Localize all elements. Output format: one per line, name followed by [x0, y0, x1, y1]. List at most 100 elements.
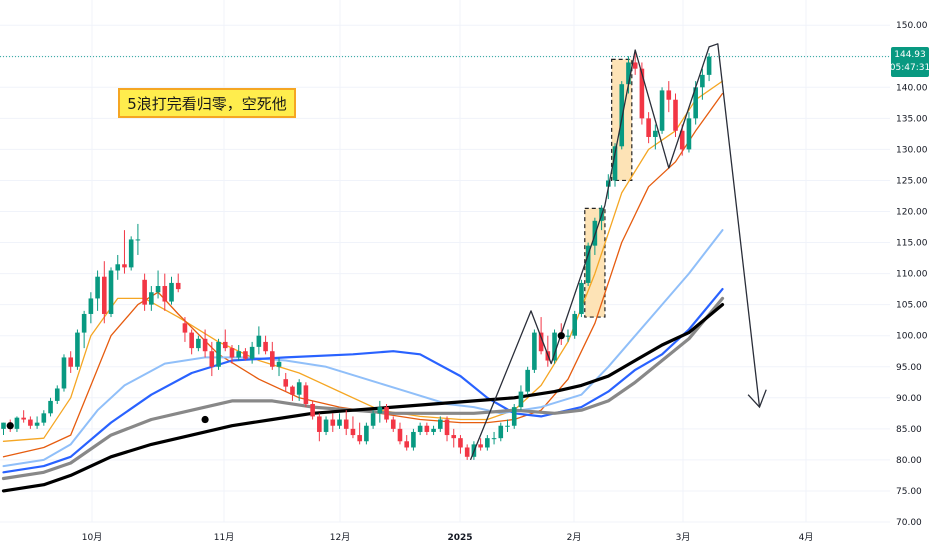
- candle-body: [666, 90, 672, 100]
- candle: [209, 341, 215, 377]
- candle: [155, 270, 161, 299]
- candle-body: [639, 68, 645, 119]
- candle: [411, 428, 416, 451]
- candle-body: [68, 357, 73, 367]
- candle: [128, 236, 134, 271]
- candle: [686, 112, 692, 153]
- candle-body: [572, 313, 577, 336]
- candle-body: [296, 382, 302, 395]
- candle: [142, 273, 147, 311]
- candle: [108, 267, 114, 318]
- candle: [122, 230, 127, 274]
- candle: [236, 345, 241, 361]
- candle-body: [222, 341, 228, 349]
- candle-body: [693, 87, 698, 119]
- candle-body: [565, 335, 571, 337]
- candle: [666, 81, 672, 113]
- candle-body: [323, 419, 329, 432]
- candle: [706, 53, 712, 82]
- candle-body: [229, 348, 235, 358]
- candle-body: [263, 341, 268, 352]
- candle: [21, 410, 26, 423]
- candle: [417, 422, 423, 436]
- candle-body: [612, 146, 618, 181]
- candle: [458, 435, 463, 454]
- candle: [370, 410, 376, 429]
- candle-body: [404, 441, 409, 448]
- candle: [585, 242, 591, 287]
- candle: [397, 422, 403, 445]
- candle-body: [673, 99, 678, 131]
- wave-drawing: [6, 43, 767, 461]
- candle-body: [196, 338, 201, 349]
- x-tick-label: 2025: [447, 533, 472, 543]
- candle-body: [390, 419, 396, 429]
- y-tick-label: 90.00: [896, 394, 922, 404]
- candle-body: [209, 351, 215, 367]
- candle-body: [256, 335, 262, 347]
- candle-body: [458, 438, 463, 448]
- candle: [169, 276, 174, 305]
- y-axis: 150.00145.00140.00135.00130.00125.00120.…: [896, 21, 928, 528]
- candle: [189, 329, 194, 355]
- candle: [498, 422, 504, 442]
- candle: [317, 413, 322, 442]
- candle: [48, 397, 53, 417]
- candle: [464, 444, 470, 460]
- y-tick-label: 105.00: [896, 301, 928, 311]
- candle: [310, 400, 315, 420]
- candle: [357, 422, 362, 445]
- x-tick-label: 4月: [799, 532, 814, 543]
- candle-body: [95, 276, 100, 299]
- candle: [102, 261, 107, 324]
- candle-body: [552, 332, 557, 361]
- candle: [632, 50, 638, 75]
- last-price-badge: 144.93 05:47:31: [890, 47, 930, 77]
- candle: [270, 341, 275, 370]
- candle-body: [505, 425, 510, 427]
- candle: [552, 329, 557, 364]
- x-tick-label: 10月: [82, 532, 102, 543]
- candle: [290, 385, 295, 401]
- candle: [478, 438, 483, 451]
- candle: [653, 124, 658, 150]
- candle-body: [364, 425, 369, 442]
- candle-body: [686, 118, 692, 150]
- annotation-label[interactable]: 5浪打完看归零，空死他: [118, 88, 296, 118]
- candle-body: [81, 313, 87, 333]
- candle: [505, 419, 510, 432]
- candle: [364, 422, 369, 445]
- candle-body: [444, 419, 450, 436]
- candle: [565, 329, 571, 342]
- candle: [491, 431, 497, 445]
- candle-body: [28, 419, 33, 426]
- candle: [511, 404, 517, 429]
- candle-body: [626, 62, 631, 85]
- candle-body: [632, 62, 638, 69]
- candle-body: [310, 404, 315, 417]
- moving-average-ma_black: [1, 303, 725, 493]
- candle-body: [619, 84, 625, 147]
- candle-body: [384, 407, 389, 420]
- candle: [61, 354, 67, 392]
- candle-body: [485, 438, 490, 448]
- candle-body: [357, 435, 362, 442]
- marker-dot: [201, 415, 209, 424]
- candle-body: [115, 264, 121, 271]
- candle: [350, 416, 356, 439]
- moving-average-ma_light_blue: [2, 229, 724, 468]
- wave-line: [469, 43, 761, 461]
- candle: [700, 68, 705, 100]
- candle: [438, 416, 443, 432]
- candle: [202, 329, 208, 358]
- candle-body: [34, 422, 40, 426]
- candle-body: [270, 351, 275, 367]
- candle-body: [700, 74, 705, 88]
- candle-body: [659, 90, 665, 131]
- candle-body: [122, 264, 127, 268]
- candle-body: [397, 428, 403, 442]
- x-tick-label: 11月: [214, 532, 234, 543]
- candle-body: [350, 428, 356, 436]
- candle: [646, 112, 651, 144]
